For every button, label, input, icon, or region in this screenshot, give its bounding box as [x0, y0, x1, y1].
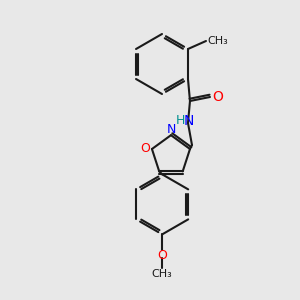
- Text: O: O: [212, 90, 223, 104]
- Text: CH₃: CH₃: [207, 36, 228, 46]
- Text: CH₃: CH₃: [152, 269, 172, 279]
- Text: N: N: [166, 123, 176, 136]
- Text: O: O: [157, 249, 167, 262]
- Text: O: O: [140, 142, 150, 155]
- Text: N: N: [184, 114, 194, 128]
- Text: H: H: [176, 115, 185, 128]
